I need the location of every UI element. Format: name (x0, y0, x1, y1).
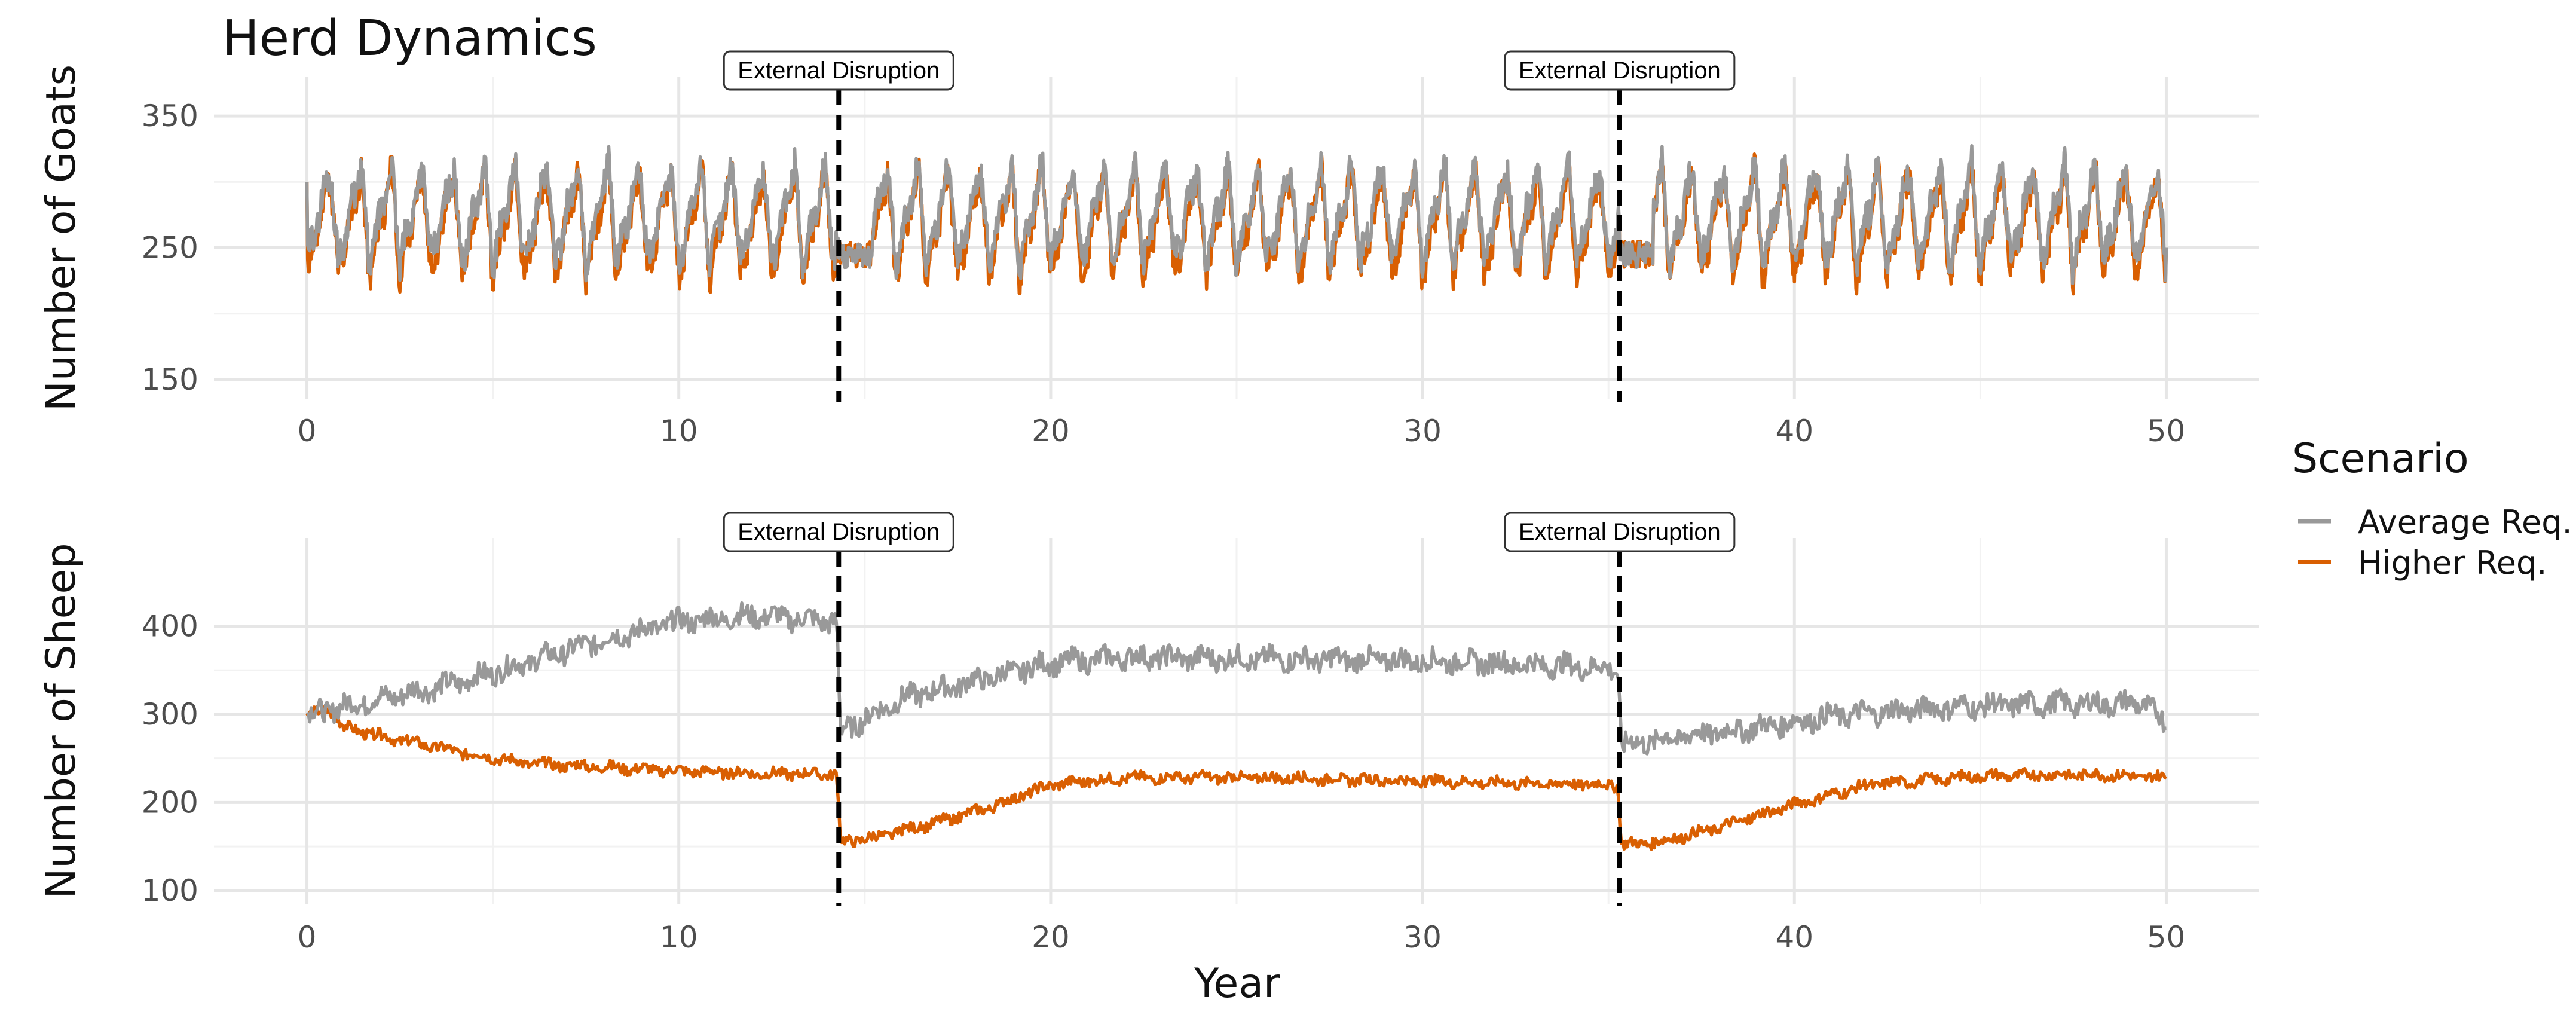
disruption-label: External Disruption (1519, 519, 1721, 545)
legend-label-higher: Higher Req. (2358, 544, 2547, 582)
y-tick-label: 150 (142, 362, 198, 397)
sheep-y-axis-label: Number of Sheep (38, 543, 85, 898)
x-tick-label: 30 (1403, 920, 1442, 955)
y-tick-label: 250 (142, 231, 198, 265)
legend: Scenario Average Req. Higher Req. (2292, 435, 2572, 582)
x-tick-label: 20 (1032, 920, 1070, 955)
legend-title: Scenario (2292, 435, 2469, 482)
disruption-label-box (723, 50, 954, 91)
y-tick-label: 400 (142, 609, 198, 643)
y-tick-label: 100 (142, 873, 198, 908)
disruption-label: External Disruption (738, 57, 940, 84)
x-tick-label: 0 (298, 414, 317, 448)
y-tick-label: 300 (142, 697, 198, 732)
goats-panel: External Disruption External Disruption 0… (38, 50, 2259, 448)
x-tick-label: 10 (660, 920, 698, 955)
x-tick-label: 0 (298, 920, 317, 955)
disruption-label: External Disruption (1519, 57, 1721, 84)
sheep-panel: External Disruption External Disruption 0… (38, 512, 2259, 955)
series-line-average (306, 601, 2167, 756)
x-tick-label: 20 (1032, 414, 1070, 448)
x-axis-label: Year (1194, 960, 1280, 1007)
x-tick-label: 40 (1775, 920, 1813, 955)
x-tick-label: 50 (2147, 414, 2186, 448)
series-line-average (305, 144, 2168, 286)
chart-title: Herd Dynamics (222, 10, 597, 67)
disruption-label-box (1504, 50, 1736, 91)
series-line-higher (305, 705, 2167, 851)
disruption-label-box (723, 512, 954, 552)
x-tick-label: 40 (1775, 414, 1813, 448)
disruption-label: External Disruption (738, 519, 940, 545)
x-tick-label: 50 (2147, 920, 2186, 955)
y-tick-label: 200 (142, 785, 198, 820)
goats-y-axis-label: Number of Goats (38, 65, 85, 411)
disruption-label-box (1504, 512, 1736, 552)
legend-label-average: Average Req. (2358, 503, 2572, 541)
y-tick-label: 350 (142, 99, 198, 133)
x-tick-label: 30 (1403, 414, 1442, 448)
x-tick-label: 10 (660, 414, 698, 448)
